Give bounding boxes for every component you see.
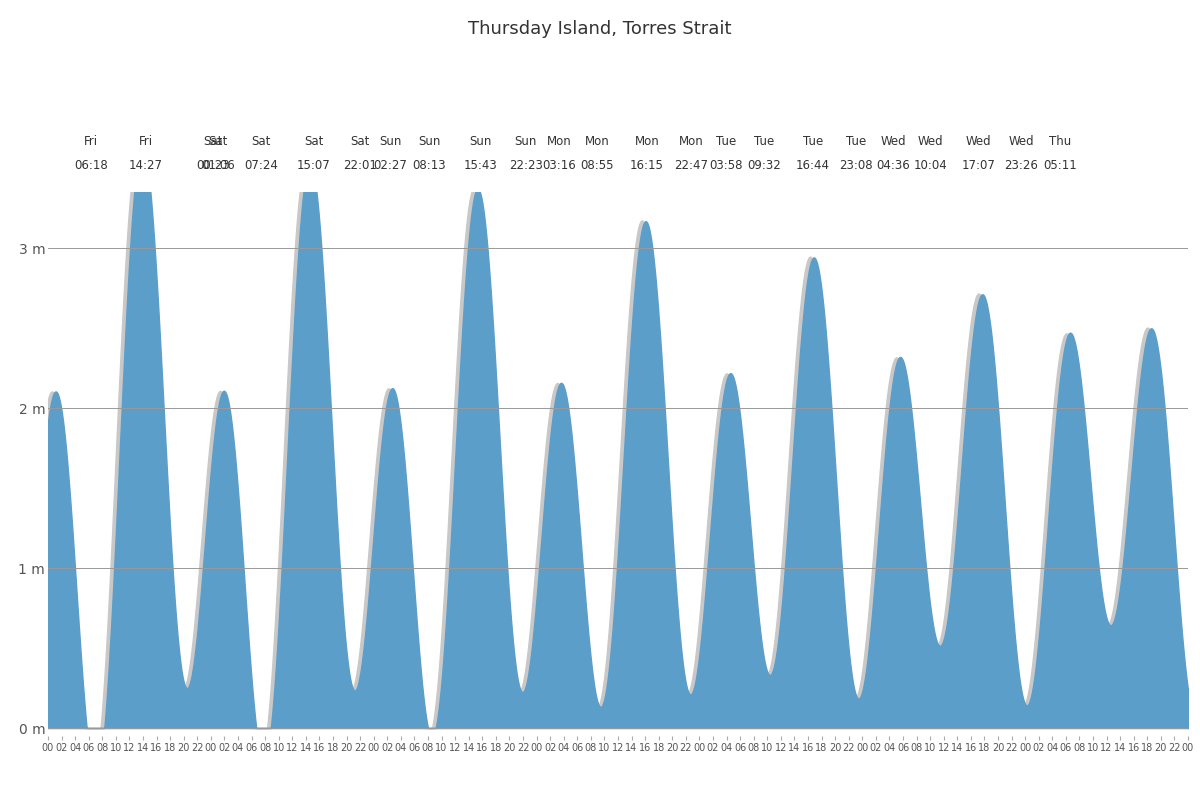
Text: 16:15: 16:15 (630, 159, 664, 172)
Text: Fri: Fri (84, 135, 98, 148)
Text: 07:24: 07:24 (244, 159, 278, 172)
Text: Wed: Wed (966, 135, 991, 148)
Text: 14:27: 14:27 (130, 159, 163, 172)
Text: 22:47: 22:47 (674, 159, 708, 172)
Text: Sun: Sun (469, 135, 492, 148)
Text: 23:08: 23:08 (840, 159, 874, 172)
Text: 15:07: 15:07 (296, 159, 330, 172)
Text: Sun: Sun (419, 135, 440, 148)
Text: 17:07: 17:07 (961, 159, 995, 172)
Text: Tue: Tue (754, 135, 774, 148)
Text: 16:44: 16:44 (796, 159, 830, 172)
Text: 22:23: 22:23 (509, 159, 542, 172)
Text: Sat: Sat (251, 135, 271, 148)
Text: 03:58: 03:58 (709, 159, 743, 172)
Text: 01:06: 01:06 (202, 159, 235, 172)
Text: Sun: Sun (515, 135, 536, 148)
Text: Wed: Wed (1008, 135, 1034, 148)
Text: 08:13: 08:13 (413, 159, 446, 172)
Text: 03:16: 03:16 (542, 159, 576, 172)
Text: Sat: Sat (209, 135, 228, 148)
Text: Mon: Mon (679, 135, 703, 148)
Text: Wed: Wed (881, 135, 906, 148)
Text: 10:04: 10:04 (913, 159, 948, 172)
Text: Thu: Thu (1049, 135, 1072, 148)
Text: Thursday Island, Torres Strait: Thursday Island, Torres Strait (468, 20, 732, 38)
Text: 05:11: 05:11 (1044, 159, 1078, 172)
Text: Tue: Tue (716, 135, 737, 148)
Text: 00:23: 00:23 (197, 159, 230, 172)
Text: 04:36: 04:36 (877, 159, 911, 172)
Text: Mon: Mon (635, 135, 659, 148)
Text: 02:27: 02:27 (373, 159, 407, 172)
Text: Wed: Wed (918, 135, 943, 148)
Text: Sun: Sun (379, 135, 402, 148)
Text: Sat: Sat (304, 135, 323, 148)
Text: 06:18: 06:18 (74, 159, 108, 172)
Text: 08:55: 08:55 (581, 159, 614, 172)
Text: 22:01: 22:01 (343, 159, 377, 172)
Text: Tue: Tue (846, 135, 866, 148)
Text: 15:43: 15:43 (463, 159, 497, 172)
Text: Fri: Fri (139, 135, 154, 148)
Text: Tue: Tue (803, 135, 823, 148)
Text: Mon: Mon (584, 135, 610, 148)
Text: Sat: Sat (350, 135, 370, 148)
Text: Mon: Mon (546, 135, 571, 148)
Text: 09:32: 09:32 (748, 159, 781, 172)
Text: Sat: Sat (204, 135, 223, 148)
Text: 23:26: 23:26 (1004, 159, 1038, 172)
